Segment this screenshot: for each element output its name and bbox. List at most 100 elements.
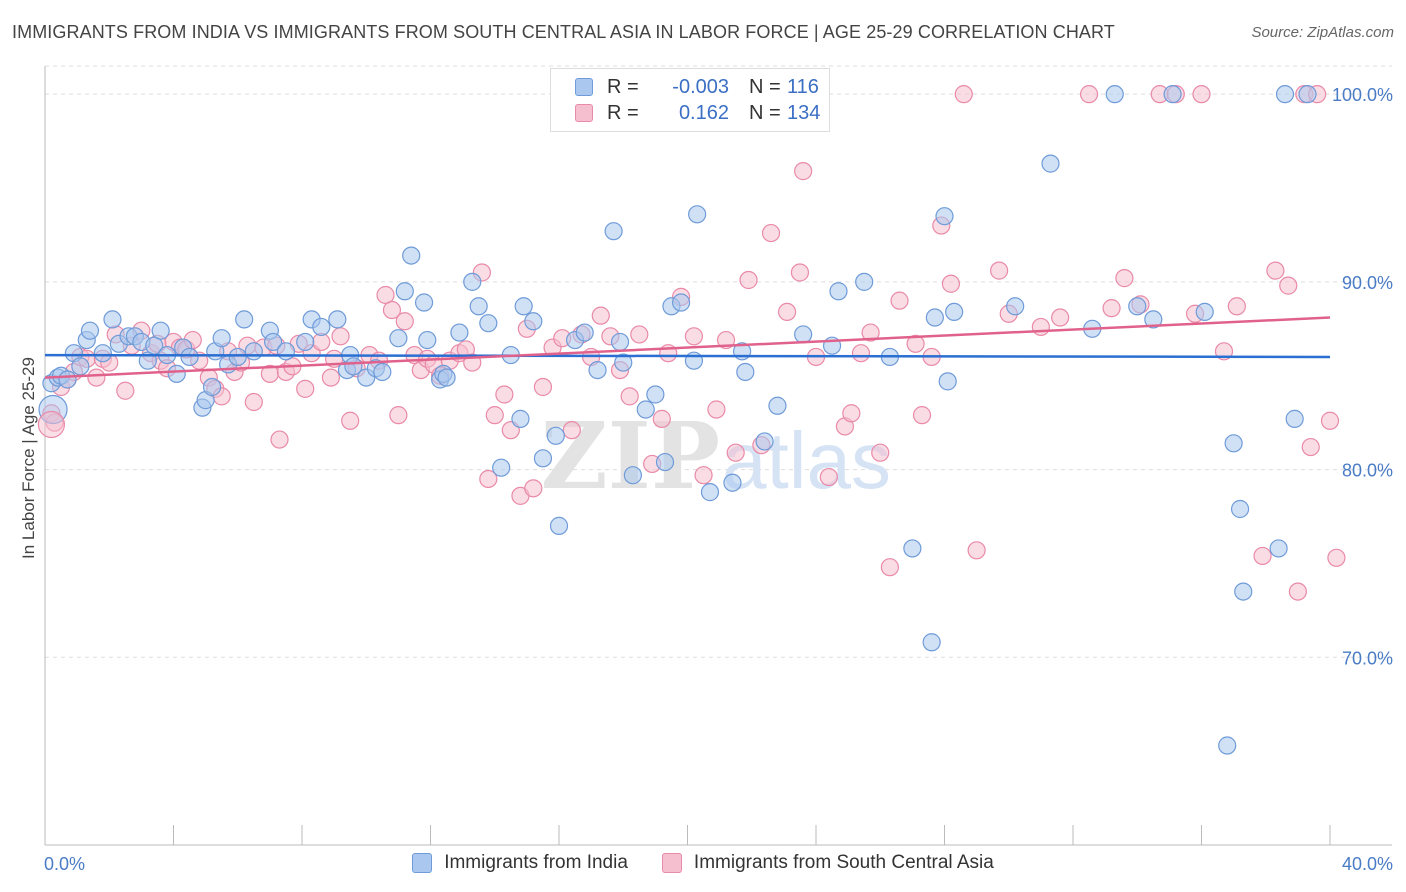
india-point: [684, 351, 704, 370]
india-point: [58, 370, 77, 389]
india-swatch: [575, 78, 593, 96]
india-point: [180, 347, 199, 367]
legend-label-india: Immigrants from India: [444, 852, 628, 873]
sca-point: [1051, 308, 1070, 327]
sca-point: [941, 274, 961, 293]
india-point: [646, 385, 665, 404]
sca-point: [1279, 276, 1298, 295]
india-point: [604, 222, 623, 241]
sca-point: [533, 377, 553, 397]
sca-point: [591, 306, 610, 325]
legend-n-value: 134: [787, 101, 821, 124]
legend-item-india: Immigrants from India: [412, 852, 628, 874]
sca-point: [331, 327, 350, 346]
india-point: [1163, 85, 1182, 104]
india-point: [235, 310, 254, 329]
sca-point: [1102, 299, 1121, 318]
india-point: [1006, 297, 1025, 316]
legend-row-india: R = -0.003 N = 116: [575, 74, 819, 100]
india-point: [479, 314, 498, 333]
india-point: [228, 347, 247, 367]
sca-point: [761, 223, 781, 243]
sca-point: [739, 270, 758, 290]
india-point: [389, 329, 408, 348]
sca-point: [851, 344, 871, 363]
india-point: [524, 312, 543, 331]
sca-point: [684, 327, 704, 346]
sca-point: [1079, 85, 1099, 104]
y-tick-label: 80.0%: [1342, 461, 1393, 481]
india-point: [212, 329, 231, 348]
sca-point: [707, 400, 726, 419]
sca-point: [890, 291, 909, 310]
sca-legend-swatch: [661, 853, 682, 873]
india-point: [794, 325, 813, 344]
india-point: [855, 272, 874, 291]
sca-point: [1266, 261, 1285, 280]
sca-point: [954, 85, 973, 104]
sca-swatch: [575, 104, 593, 122]
india-trend-line: [44, 353, 1331, 359]
india-point: [1144, 310, 1163, 329]
india-point: [1298, 85, 1317, 104]
india-point: [296, 332, 315, 352]
india-point: [533, 449, 553, 468]
sca-point: [382, 300, 402, 320]
y-tick-label: 100.0%: [1332, 85, 1393, 105]
sca-point: [485, 406, 504, 425]
india-legend-swatch: [412, 853, 433, 873]
india-point: [450, 323, 469, 342]
sca-point: [726, 443, 745, 462]
india-point: [588, 360, 607, 380]
sca-point: [1327, 548, 1346, 567]
sca-point: [1301, 437, 1320, 457]
india-point: [373, 362, 392, 382]
india-point: [151, 321, 170, 340]
sca-point: [376, 285, 395, 305]
chart-title: IMMIGRANTS FROM INDIA VS IMMIGRANTS FROM…: [12, 22, 1115, 42]
india-point: [1041, 154, 1060, 173]
india-point: [276, 342, 296, 361]
sca-point: [1288, 582, 1307, 601]
india-point: [636, 400, 655, 419]
india-point: [903, 539, 922, 558]
sca-point: [479, 469, 498, 489]
data-points: [37, 85, 1346, 755]
india-point: [549, 516, 569, 535]
india-point: [103, 310, 122, 329]
india-point: [610, 332, 630, 352]
legend-row-sca: R = 0.162 N = 134: [575, 100, 820, 126]
india-point: [1105, 85, 1124, 104]
sca-point: [990, 261, 1009, 280]
legend-r-label: R =: [607, 101, 639, 124]
india-point: [736, 362, 755, 382]
sca-point: [1192, 85, 1211, 104]
india-point: [925, 308, 944, 327]
india-point: [922, 633, 941, 652]
sca-point: [1031, 317, 1050, 337]
india-point: [312, 317, 331, 337]
sca-point: [842, 404, 861, 423]
tick-labels: 70.0% 80.0% 90.0% 100.0% 0.0% 40.0%: [44, 85, 1393, 874]
axes: [44, 66, 1392, 846]
india-point: [700, 483, 720, 502]
source-credit: Source: ZipAtlas.com: [1251, 24, 1394, 41]
india-point: [1275, 85, 1295, 104]
india-point: [546, 426, 565, 445]
sca-point: [1227, 297, 1246, 316]
sca-point: [321, 368, 341, 387]
legend-r-value: 0.162: [678, 101, 729, 124]
watermark: ZIP atlas: [541, 402, 891, 510]
sca-point: [1320, 411, 1340, 430]
india-point: [167, 364, 186, 383]
india-point: [71, 357, 90, 376]
sca-point: [694, 466, 713, 485]
legend-label-sca: Immigrants from South Central Asia: [693, 852, 994, 873]
india-point: [938, 372, 957, 391]
india-point: [655, 452, 675, 472]
india-point: [1234, 582, 1253, 601]
india-point: [1195, 302, 1214, 322]
india-point: [945, 302, 964, 322]
sca-point: [794, 162, 813, 181]
